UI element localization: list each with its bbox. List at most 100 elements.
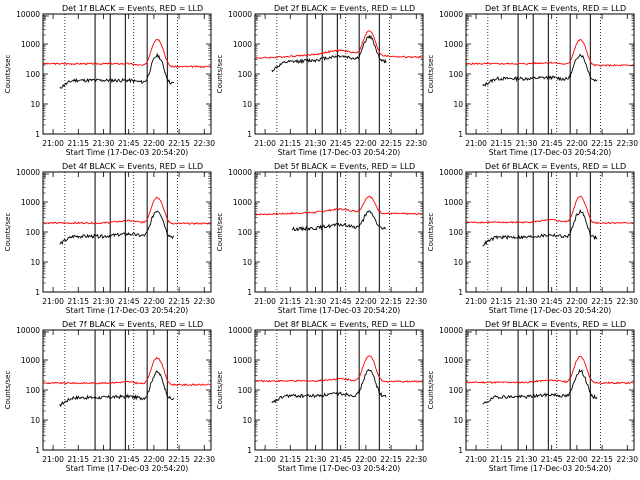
corner-mark (44, 173, 49, 178)
y-tick-label: 10000 (16, 168, 40, 177)
panel-5: Det 5f BLACK = Events, RED = LLD 1 10 100 10… (216, 162, 427, 315)
series-lld (43, 356, 211, 387)
x-tick-label: 21:15 (279, 455, 301, 464)
plot-frame (254, 13, 424, 135)
x-axis-label: Start Time (17-Dec-03 20:54:20) (489, 148, 611, 157)
series-events (482, 53, 598, 87)
panel-title: Det 9f BLACK = Events, RED = LLD (485, 320, 626, 329)
y-tick-label: 1 (247, 446, 252, 455)
y-tick-label: 1 (35, 288, 40, 297)
y-tick-label: 10 (30, 258, 40, 267)
series-events (59, 370, 175, 408)
x-tick-label: 21:30 (93, 455, 115, 464)
x-tick-label: 22:30 (193, 455, 215, 464)
x-tick-label: 21:00 (42, 297, 64, 306)
x-tick-label: 21:30 (93, 139, 115, 148)
x-tick-label: 21:45 (330, 139, 352, 148)
x-tick-label: 21:45 (118, 139, 140, 148)
x-tick-label: 22:15 (380, 297, 402, 306)
panel-title: Det 5f BLACK = Events, RED = LLD (274, 162, 415, 171)
x-tick-label: 21:00 (254, 455, 276, 464)
x-tick-label: 21:00 (465, 297, 487, 306)
x-tick-label: 22:30 (193, 297, 215, 306)
panel-8: Det 8f BLACK = Events, RED = LLD 1 10 100 10… (216, 320, 427, 473)
x-tick-label: 21:30 (516, 139, 538, 148)
x-tick-label: 22:00 (566, 297, 588, 306)
y-tick-label: 10 (30, 100, 40, 109)
x-axis-label: Start Time (17-Dec-03 20:54:20) (278, 148, 400, 157)
y-tick-label: 10 (453, 258, 463, 267)
x-tick-label: 21:00 (465, 139, 487, 148)
x-tick-label: 21:00 (42, 455, 64, 464)
y-tick-label: 10 (242, 258, 252, 267)
x-tick-label: 22:30 (405, 139, 427, 148)
y-tick-label: 100 (449, 228, 464, 237)
panel-2: Det 2f BLACK = Events, RED = LLD 1 10 100 10… (216, 4, 427, 157)
x-tick-label: 21:30 (93, 297, 115, 306)
corner-mark (467, 331, 472, 336)
y-tick-label: 1 (458, 288, 463, 297)
y-axis-label: Counts/sec (4, 55, 12, 94)
x-tick-label: 21:15 (67, 297, 89, 306)
x-tick-label: 21:45 (541, 139, 563, 148)
panel-title: Det 3f BLACK = Events, RED = LLD (485, 4, 626, 13)
plot-frame (42, 329, 212, 451)
y-tick-label: 1000 (233, 198, 252, 207)
plot-frame (254, 329, 424, 451)
x-tick-label: 21:00 (254, 139, 276, 148)
panel-9: Det 9f BLACK = Events, RED = LLD 1 10 100 10… (427, 320, 638, 473)
y-tick-label: 1 (247, 130, 252, 139)
panel-6: Det 6f BLACK = Events, RED = LLD 1 10 100 10… (427, 162, 638, 315)
y-axis-label: Counts/sec (427, 371, 435, 410)
y-tick-label: 10000 (228, 10, 252, 19)
x-tick-label: 21:45 (541, 455, 563, 464)
x-tick-label: 22:00 (143, 139, 165, 148)
y-axis-label: Counts/sec (427, 55, 435, 94)
y-tick-label: 1 (458, 130, 463, 139)
x-tick-label: 22:00 (143, 455, 165, 464)
panel-3: Det 3f BLACK = Events, RED = LLD 1 10 100 10… (427, 4, 638, 157)
series-events (482, 368, 598, 405)
y-axis-label: Counts/sec (427, 213, 435, 252)
y-tick-label: 1 (35, 446, 40, 455)
x-tick-label: 22:15 (168, 139, 190, 148)
panel-1: Det 1f BLACK = Events, RED = LLD 1 10 100 10… (4, 4, 215, 157)
plot-frame (465, 329, 635, 451)
x-tick-label: 21:00 (254, 297, 276, 306)
x-axis-label: Start Time (17-Dec-03 20:54:20) (489, 464, 611, 473)
series-events (291, 210, 387, 232)
series-events (271, 34, 387, 73)
y-tick-label: 1000 (444, 356, 463, 365)
y-tick-label: 1000 (233, 40, 252, 49)
corner-mark (256, 15, 261, 20)
y-axis-label: Counts/sec (4, 213, 12, 252)
plot-frame (42, 171, 212, 293)
corner-mark (44, 15, 49, 20)
x-tick-label: 21:30 (305, 139, 327, 148)
y-tick-label: 100 (449, 386, 464, 395)
y-axis-label: Counts/sec (216, 213, 224, 252)
series-lld (466, 38, 634, 67)
series-events (59, 210, 175, 246)
x-tick-label: 21:45 (118, 297, 140, 306)
x-tick-label: 21:15 (67, 455, 89, 464)
x-tick-label: 21:30 (305, 455, 327, 464)
x-tick-label: 21:15 (490, 139, 512, 148)
y-tick-label: 10 (242, 416, 252, 425)
x-axis-label: Start Time (17-Dec-03 20:54:20) (66, 306, 188, 315)
panel-7: Det 7f BLACK = Events, RED = LLD 1 10 100 10… (4, 320, 215, 473)
x-axis-label: Start Time (17-Dec-03 20:54:20) (66, 148, 188, 157)
y-tick-label: 10000 (439, 326, 463, 335)
y-tick-label: 10 (453, 100, 463, 109)
series-lld (255, 30, 423, 59)
x-tick-label: 21:45 (330, 297, 352, 306)
x-tick-label: 21:30 (516, 455, 538, 464)
y-tick-label: 10000 (439, 10, 463, 19)
panel-4: Det 4f BLACK = Events, RED = LLD 1 10 100 10… (4, 162, 215, 315)
x-tick-label: 22:15 (591, 139, 613, 148)
y-tick-label: 100 (449, 70, 464, 79)
series-lld (43, 38, 211, 69)
x-tick-label: 22:30 (405, 297, 427, 306)
x-tick-label: 22:15 (380, 139, 402, 148)
